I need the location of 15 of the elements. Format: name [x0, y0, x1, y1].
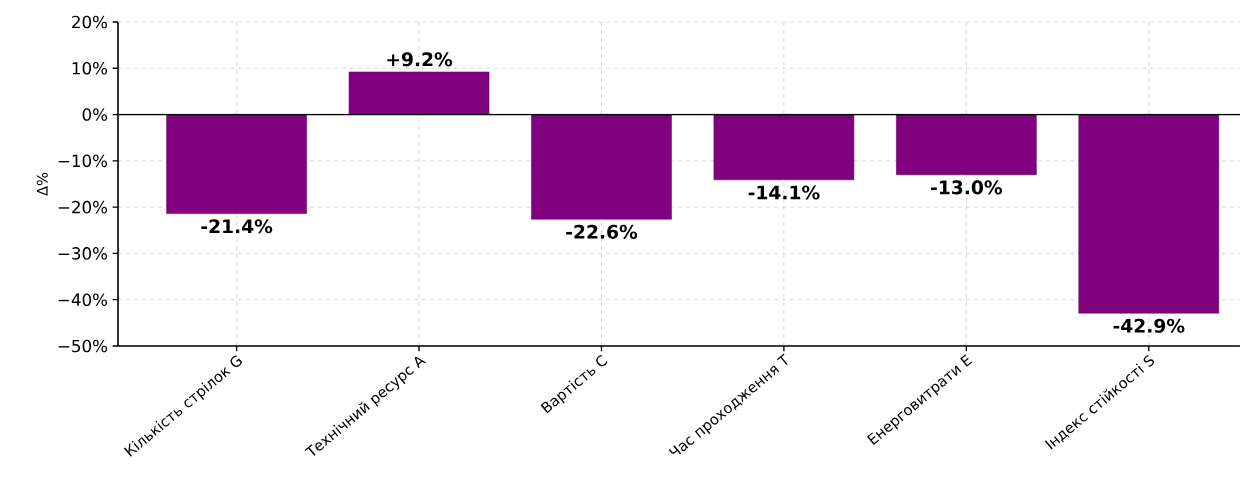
data-label: -14.1% [748, 185, 820, 200]
data-label: -13.0% [931, 180, 1003, 195]
y-tick-label: −50% [58, 339, 108, 353]
y-tick-label: −30% [58, 247, 108, 260]
data-label: -21.4% [201, 219, 273, 234]
data-label: -42.9% [1113, 318, 1185, 333]
y-tick-label: −10% [58, 154, 108, 168]
y-tick-label: 10% [72, 61, 108, 75]
y-axis-title: Δ% [36, 172, 48, 196]
y-tick-label: −40% [58, 293, 108, 306]
y-tick-label: 20% [72, 15, 108, 29]
y-tick-label: 0% [82, 108, 108, 121]
data-label: -22.6% [566, 224, 638, 239]
data-label: +9.2% [387, 52, 453, 67]
y-tick-label: −20% [58, 200, 108, 214]
